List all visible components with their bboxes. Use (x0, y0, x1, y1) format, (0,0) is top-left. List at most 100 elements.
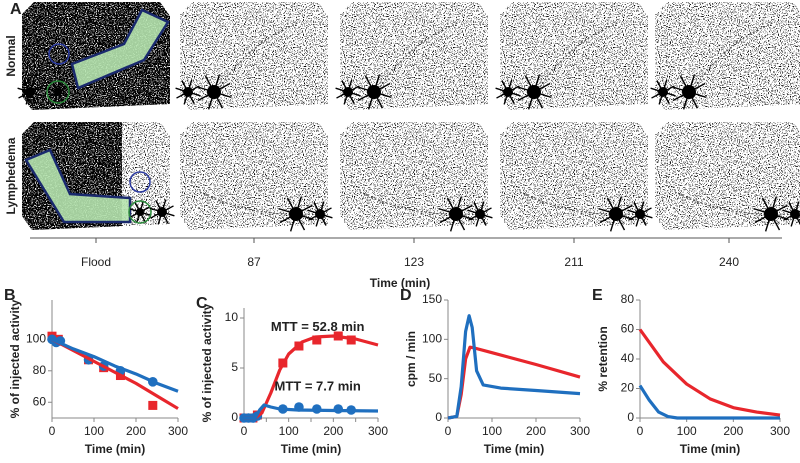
y-axis-title: % of injected activity (8, 299, 22, 418)
x-tick-label: 300 (770, 424, 790, 438)
hot-spot-ray (503, 91, 509, 105)
y-axis-title: % of injected activity (200, 303, 214, 422)
hot-spot-ray (57, 86, 68, 93)
hot-spot-ray (187, 91, 195, 104)
annotation: MTT = 7.7 min (275, 379, 361, 394)
hot-spot-ray (356, 85, 375, 93)
speckle (500, 122, 648, 230)
hot-spot-ray (650, 87, 664, 93)
hot-spot-ray (764, 213, 772, 232)
curve (638, 328, 781, 417)
x-tick-label: 0 (49, 424, 56, 438)
y-tick-label: 150 (422, 292, 442, 306)
hot-spot-ray (29, 91, 43, 97)
hot-spot-ray (639, 213, 653, 219)
hot-spot-ray (207, 91, 215, 110)
y-tick-label: 50 (429, 371, 443, 385)
hot-spot-ray (628, 213, 641, 221)
hot-spot-ray (319, 207, 332, 215)
hot-spot-ray (57, 91, 64, 102)
hot-spot-ray (455, 196, 463, 215)
curve (447, 314, 581, 420)
hot-spot-ray (627, 209, 641, 215)
hot-spot-ray (496, 91, 509, 99)
hot-spot-ray (57, 91, 69, 96)
x-axis-title: Time (min) (281, 442, 341, 456)
hot-spot-ray (754, 213, 772, 224)
y-tick-label: 0 (435, 410, 442, 424)
hot-spot-ray (533, 82, 551, 93)
hot-spot-ray (794, 213, 800, 217)
hot-spot-ray (615, 204, 633, 215)
hot-spot-ray (517, 91, 535, 102)
hot-spot-ray (475, 213, 481, 227)
hot-spot-ray (286, 197, 297, 215)
hot-spot-ray (479, 213, 493, 219)
x-axis-title: Time (min) (680, 442, 740, 456)
row-label: Lymphedema (4, 137, 18, 214)
hot-spot-ray (688, 82, 706, 93)
hot-spot-ray (615, 213, 626, 231)
vessel-trace (539, 21, 621, 88)
hot-spot-ray (213, 82, 231, 93)
hot-spot-ray (651, 91, 664, 99)
hot-spot-ray (295, 213, 306, 231)
y-tick-label: 0 (231, 410, 238, 424)
y-tick-label: 60 (33, 394, 47, 408)
hot-spot-ray (507, 79, 513, 93)
hot-spot-ray (289, 213, 297, 232)
hot-spot-ray (770, 196, 778, 215)
hot-spot-ray (17, 87, 31, 93)
y-axis-title: cpm / min (404, 331, 418, 387)
column-label: 240 (719, 255, 739, 269)
hot-spot-ray (770, 204, 788, 215)
curve (51, 337, 179, 410)
hot-spot-ray (175, 87, 189, 93)
hot-spot-ray (373, 91, 392, 99)
hot-spot-ray (295, 204, 313, 215)
hot-spot-ray (479, 213, 487, 226)
hot-spot-ray (183, 91, 189, 105)
hot-spot-ray (150, 211, 163, 219)
hot-spot-ray (468, 213, 481, 221)
hot-spot-ray (438, 207, 457, 215)
hot-spot-ray (161, 211, 169, 224)
x-axis-title: Time (min) (85, 442, 145, 456)
roi-circle (128, 200, 152, 224)
speckle (655, 122, 800, 230)
hot-spot-ray (29, 91, 37, 104)
hot-spot-ray (18, 91, 31, 99)
hot-spot-ray (364, 75, 375, 93)
hot-spot-ray (213, 74, 221, 93)
speckle (340, 122, 488, 230)
curve (51, 337, 179, 393)
column-label: 87 (247, 255, 261, 269)
hot-spot-ray (319, 201, 325, 215)
hot-spot-ray (155, 200, 163, 213)
hot-spot-ray (656, 80, 664, 93)
roi-band (70, 8, 170, 90)
hot-spot-ray (533, 91, 552, 99)
hot-spot-ray (455, 213, 466, 231)
y-tick-label: 100 (422, 332, 442, 346)
hot-spot-ray (29, 79, 35, 93)
axis-title: Time (min) (370, 276, 430, 290)
speckle (340, 2, 488, 110)
hot-spot-ray (688, 91, 699, 109)
hot-spot-ray (157, 211, 163, 225)
hot-spot-ray (753, 207, 772, 215)
hot-spot-ray (524, 75, 535, 93)
speckle (180, 122, 328, 230)
hot-spot-ray (307, 209, 321, 215)
hot-spot-ray (688, 91, 707, 99)
hot-spot-ray (479, 201, 485, 215)
hot-spot-ray (671, 85, 690, 93)
hot-spot-ray (196, 85, 215, 93)
curve (244, 403, 379, 420)
hot-spot-ray (161, 211, 175, 217)
hot-spot-ray (533, 74, 541, 93)
vessel-trace (219, 21, 301, 88)
hot-spot-ray (639, 201, 645, 215)
hot-spot-ray (139, 201, 144, 213)
hot-spot-ray (129, 208, 141, 213)
